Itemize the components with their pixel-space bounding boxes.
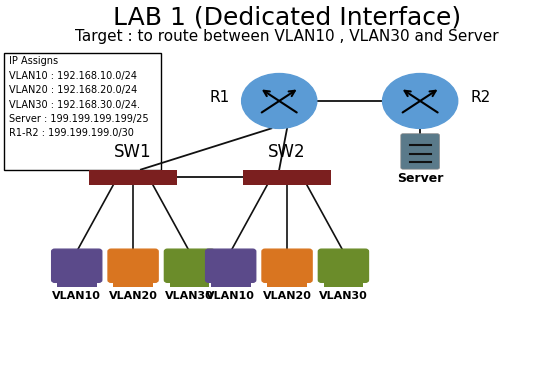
Text: VLAN30: VLAN30 xyxy=(165,291,214,301)
Circle shape xyxy=(242,74,317,128)
Text: VLAN10: VLAN10 xyxy=(52,291,101,301)
Text: VLAN10: VLAN10 xyxy=(206,291,255,301)
FancyBboxPatch shape xyxy=(267,279,307,287)
FancyBboxPatch shape xyxy=(113,279,153,287)
Text: Server: Server xyxy=(397,172,443,185)
Text: IP Assigns
VLAN10 : 192.168.10.0/24
VLAN20 : 192.168.20.0/24
VLAN30 : 192.168.30: IP Assigns VLAN10 : 192.168.10.0/24 VLAN… xyxy=(9,56,149,138)
Text: VLAN30: VLAN30 xyxy=(319,291,368,301)
Circle shape xyxy=(382,74,458,128)
Text: R1: R1 xyxy=(209,90,230,105)
Text: R2: R2 xyxy=(470,90,490,105)
FancyBboxPatch shape xyxy=(243,170,331,185)
FancyBboxPatch shape xyxy=(211,279,251,287)
FancyBboxPatch shape xyxy=(206,249,256,282)
Text: LAB 1 (Dedicated Interface): LAB 1 (Dedicated Interface) xyxy=(113,6,461,30)
FancyBboxPatch shape xyxy=(108,249,158,282)
Text: SW2: SW2 xyxy=(268,143,306,161)
FancyBboxPatch shape xyxy=(4,53,160,170)
FancyBboxPatch shape xyxy=(164,249,214,282)
FancyBboxPatch shape xyxy=(89,170,177,185)
FancyBboxPatch shape xyxy=(401,134,440,169)
FancyBboxPatch shape xyxy=(324,279,363,287)
Text: SW1: SW1 xyxy=(114,143,152,161)
FancyBboxPatch shape xyxy=(318,249,368,282)
FancyBboxPatch shape xyxy=(52,249,102,282)
FancyBboxPatch shape xyxy=(170,279,209,287)
FancyBboxPatch shape xyxy=(262,249,312,282)
FancyBboxPatch shape xyxy=(57,279,96,287)
Text: VLAN20: VLAN20 xyxy=(109,291,158,301)
Text: Target : to route between VLAN10 , VLAN30 and Server: Target : to route between VLAN10 , VLAN3… xyxy=(75,29,499,43)
Text: VLAN20: VLAN20 xyxy=(263,291,312,301)
